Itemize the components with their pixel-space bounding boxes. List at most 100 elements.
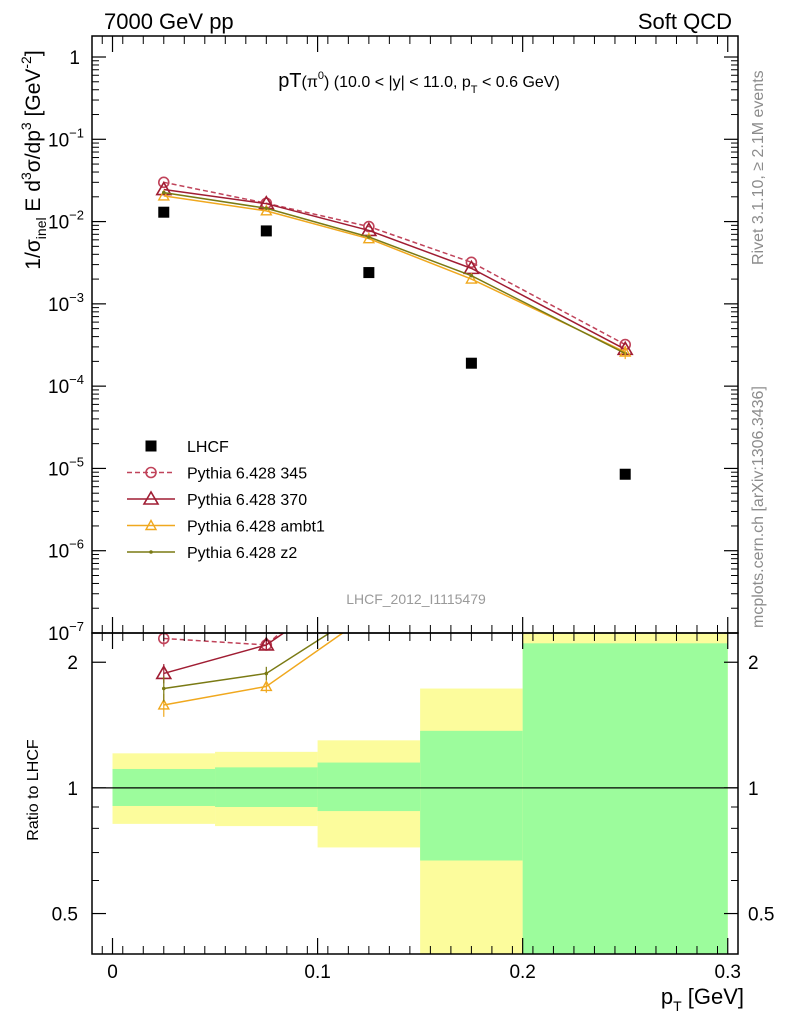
ratio-ytick-label-right-2: 2 xyxy=(748,653,759,674)
ratio-point-p370-4 xyxy=(618,147,632,159)
plot-title-particle-sup: 0 xyxy=(318,70,324,82)
main-line-p345 xyxy=(163,181,626,346)
main-point-z2-0 xyxy=(161,190,166,195)
ratio-ytick-label-2: 2 xyxy=(67,653,78,674)
band-inner-3 xyxy=(420,730,523,861)
plot-title-main: pT xyxy=(278,70,301,92)
ylabel-sup1: 3 xyxy=(18,172,34,180)
ylabel-part3: σ/dp xyxy=(22,130,45,172)
plot-title-particle: (π xyxy=(302,74,318,91)
legend-marker-data xyxy=(145,440,157,452)
main-line-p370 xyxy=(163,188,626,351)
band-inner-2 xyxy=(317,762,421,812)
ylabel-sup2: 3 xyxy=(18,122,34,130)
main-ytick-label--4: 10−4 xyxy=(48,372,84,398)
ratio-line-ambt1 xyxy=(163,633,344,706)
ratio-point-p345-2 xyxy=(364,551,374,561)
ratio-point-p370-1 xyxy=(257,636,275,651)
ratio-ytick-label-1: 1 xyxy=(67,779,78,800)
ylabel-sub: inel xyxy=(33,217,49,239)
main-ytick-label--1: 10−1 xyxy=(48,125,84,151)
plot-title: pT(π0) (10.0 < |y| < 11.0, pT < 0.6 GeV) xyxy=(278,70,560,96)
ratio-point-z2-1 xyxy=(264,671,269,676)
plot-title-sub: T xyxy=(471,84,478,96)
legend-marker-ambt1 xyxy=(144,519,158,531)
ratio-series xyxy=(155,125,632,717)
ratio-point-z2-4 xyxy=(623,173,627,177)
legend-label-p370: Pythia 6.428 370 xyxy=(187,492,307,509)
main-ytick-label--7: 10−7 xyxy=(48,619,84,645)
main-point-p345-3 xyxy=(465,256,478,269)
legend-label-ambt1: Pythia 6.428 ambt1 xyxy=(187,519,325,536)
main-point-p345-0 xyxy=(157,176,170,189)
main-point-z2-2 xyxy=(367,235,371,239)
main-ytick-label--6: 10−6 xyxy=(48,537,84,563)
legend-label-p345: Pythia 6.428 345 xyxy=(187,466,307,483)
main-y-axis-label: 1/σinel E d3σ/dp3 [GeV-2] xyxy=(18,50,49,269)
main-point-data-0 xyxy=(158,206,170,218)
main-line-ambt1 xyxy=(163,195,626,353)
ylabel-part2: E d xyxy=(22,180,45,217)
main-ytick-label--2: 10−2 xyxy=(48,208,84,234)
main-frame xyxy=(91,35,739,634)
legend-marker-z2 xyxy=(149,550,153,554)
axes: 1 10−1 10−2 10−3 10−4 10−5 10−6 10−7 0.5 0.5 1 1 2 2 0… xyxy=(48,35,774,983)
ylabel-part4: [GeV xyxy=(22,69,45,123)
band-inner-1 xyxy=(215,767,318,807)
header-left: 7000 GeV pp xyxy=(104,9,234,34)
xtick-label-0.2: 0.2 xyxy=(509,962,535,983)
ratio-point-z2-0 xyxy=(161,686,166,691)
main-point-p345-2 xyxy=(363,220,375,233)
xtick-label-0: 0 xyxy=(107,962,118,983)
ratio-y-axis-label: Ratio to LHCF xyxy=(25,739,42,841)
legend: LHCF Pythia 6.428 345 Pythia 6.428 370 Pyth… xyxy=(127,439,325,562)
main-point-data-2 xyxy=(363,267,375,279)
ratio-point-p345-4 xyxy=(620,125,630,135)
ratio-point-ambt1-4 xyxy=(620,163,630,172)
main-ytick-label--3: 10−3 xyxy=(48,290,84,316)
ratio-line-p345 xyxy=(163,633,282,646)
main-point-data-1 xyxy=(260,225,272,237)
main-ytick-label-0: 1 xyxy=(69,48,80,69)
ratio-frame xyxy=(91,632,739,955)
band-inner-4 xyxy=(522,643,728,954)
ratio-point-p370-3 xyxy=(464,300,478,312)
xlabel-unit: [GeV] xyxy=(682,984,744,1009)
main-point-ambt1-0 xyxy=(157,189,170,201)
mcplots-info: mcplots.cern.ch [arXiv:1306.3436] xyxy=(750,386,767,628)
legend-marker-p370 xyxy=(142,490,160,505)
ratio-point-p370-2 xyxy=(362,567,376,579)
main-ytick-label--5: 10−5 xyxy=(48,454,84,480)
xlabel-main: p xyxy=(661,984,673,1009)
ratio-point-ambt1-0 xyxy=(157,698,170,710)
ylabel-part1: 1/σ xyxy=(22,239,45,270)
ylabel-sup3: -2 xyxy=(18,56,34,69)
main-point-data-4 xyxy=(619,468,631,480)
ratio-line-p370 xyxy=(163,633,285,675)
rivet-info: Rivet 3.1.10, ≥ 2.1M events xyxy=(750,70,767,265)
main-point-ambt1-3 xyxy=(465,272,478,284)
plot-title-rest: ) (10.0 < |y| < 11.0, p xyxy=(324,74,471,91)
main-series xyxy=(155,176,634,480)
ylabel-part5: ] xyxy=(22,50,45,56)
ratio-point-z2-3 xyxy=(470,342,474,346)
ratio-point-ambt1-2 xyxy=(364,610,374,619)
main-point-data-3 xyxy=(465,357,477,369)
main-line-z2 xyxy=(163,191,626,355)
xtick-label-0.1: 0.1 xyxy=(304,962,330,983)
xlabel-sub: T xyxy=(673,998,682,1014)
xtick-label-0.3: 0.3 xyxy=(715,962,741,983)
ratio-point-ambt1-1 xyxy=(260,680,273,692)
legend-label-z2: Pythia 6.428 z2 xyxy=(187,545,297,562)
ratio-ytick-label-right-1: 1 xyxy=(748,779,759,800)
x-axis-label: pT [GeV] xyxy=(661,984,744,1014)
legend-marker-p345 xyxy=(145,466,157,479)
legend-label-data: LHCF xyxy=(187,439,229,456)
plot-title-tail: < 0.6 GeV) xyxy=(478,74,560,91)
ratio-ytick-label-right-0.5: 0.5 xyxy=(748,905,774,926)
main-point-p370-0 xyxy=(155,180,173,196)
analysis-id: LHCF_2012_I1115479 xyxy=(346,591,486,607)
main-point-z2-1 xyxy=(264,206,269,211)
ratio-line-z2 xyxy=(163,633,331,690)
